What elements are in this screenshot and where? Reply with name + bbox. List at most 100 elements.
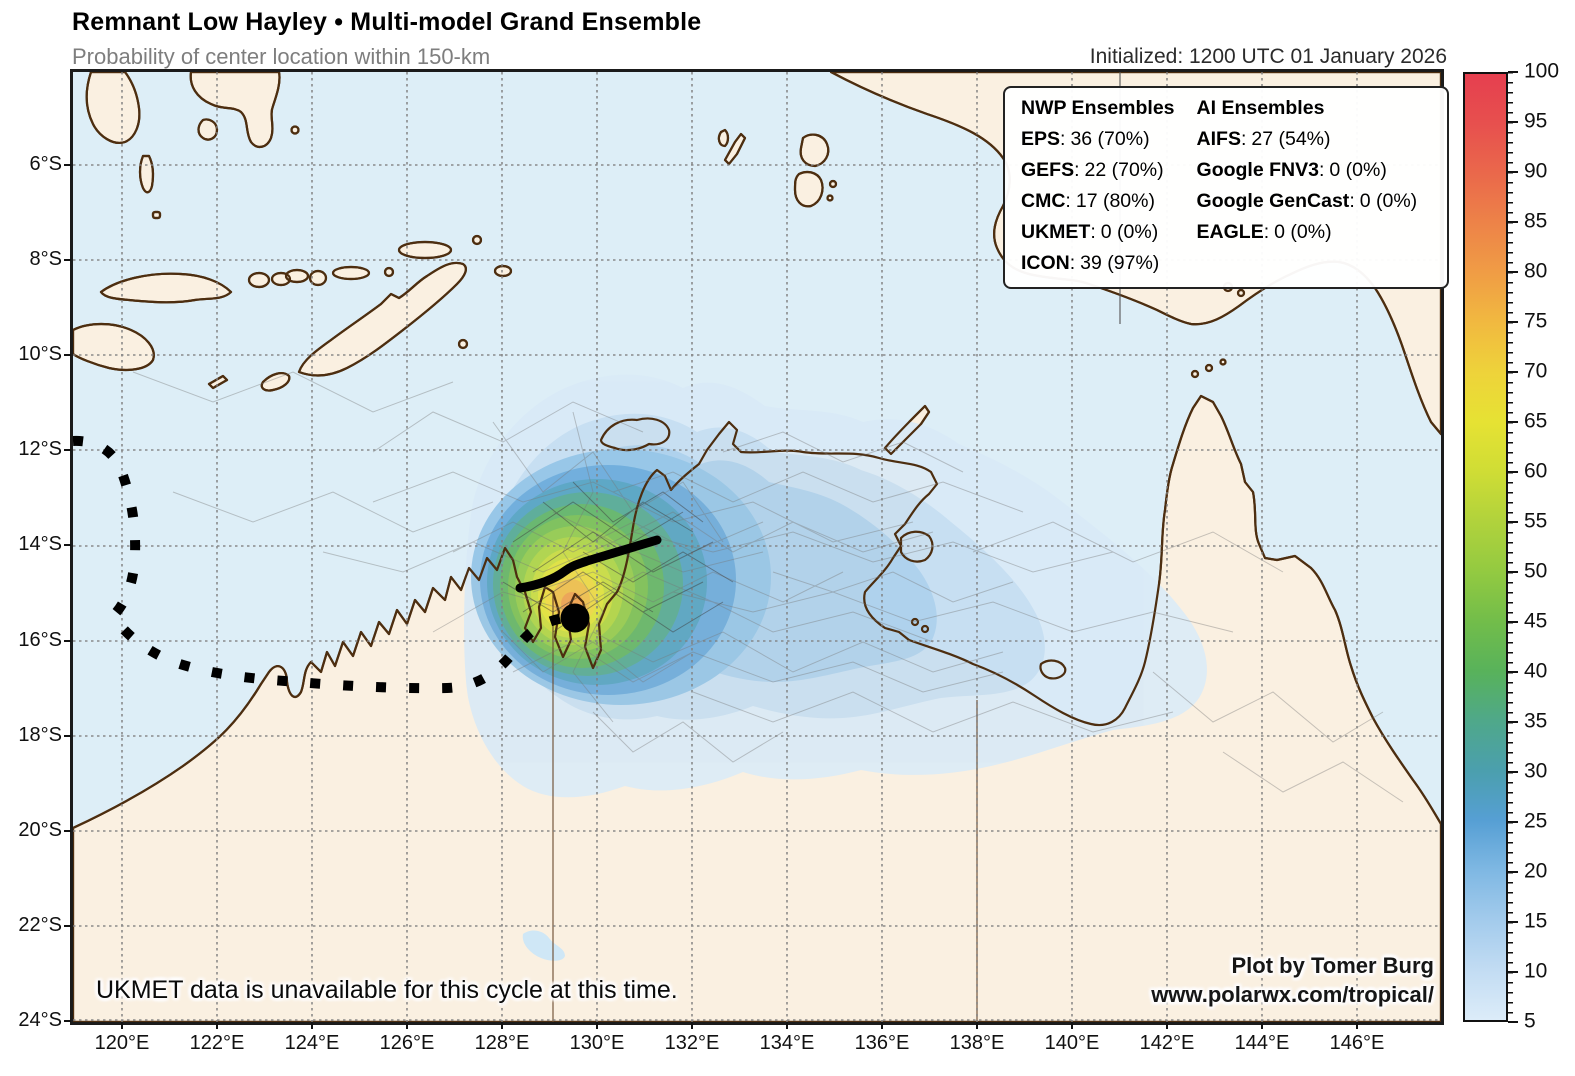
x-axis-tick-label: 144°E bbox=[1234, 1032, 1290, 1054]
map-svg bbox=[73, 72, 1441, 1022]
y-axis-tick-label: 8°S bbox=[29, 248, 62, 271]
colorbar-tick bbox=[1508, 521, 1518, 524]
y-axis-tick bbox=[64, 259, 71, 262]
colorbar-tick bbox=[1508, 471, 1518, 474]
y-axis-tick-label: 12°S bbox=[18, 438, 62, 461]
colorbar-tick bbox=[1508, 371, 1518, 374]
x-axis-tick-label: 122°E bbox=[189, 1032, 245, 1054]
x-axis-tick-label: 134°E bbox=[759, 1032, 815, 1054]
x-axis-tick-label: 124°E bbox=[284, 1032, 340, 1054]
probability-colorbar bbox=[1463, 72, 1508, 1022]
credit-url: www.polarwx.com/tropical/ bbox=[1151, 982, 1434, 1007]
y-axis-tick bbox=[64, 354, 71, 357]
ensemble-member-tracks bbox=[132, 371, 1404, 803]
colorbar-tick bbox=[1508, 271, 1518, 274]
colorbar-tick-label: 60 bbox=[1524, 459, 1548, 483]
page-title: Remnant Low Hayley • Multi-model Grand E… bbox=[72, 8, 702, 36]
legend-row: Google FNV3: 0 (0%) bbox=[1196, 159, 1387, 181]
y-axis-tick bbox=[64, 734, 71, 737]
initialization-time: Initialized: 1200 UTC 01 January 2026 bbox=[1089, 45, 1447, 68]
colorbar-tick-label: 55 bbox=[1524, 509, 1548, 533]
y-axis-tick bbox=[64, 449, 71, 452]
x-axis-tick bbox=[1071, 1022, 1073, 1029]
x-axis-tick-label: 126°E bbox=[379, 1032, 435, 1054]
x-axis-tick-label: 140°E bbox=[1044, 1032, 1100, 1054]
y-axis-tick-label: 6°S bbox=[29, 153, 62, 176]
colorbar-tick bbox=[1508, 821, 1518, 824]
colorbar-tick bbox=[1508, 1021, 1518, 1024]
current-position-marker bbox=[560, 603, 590, 633]
x-axis-tick bbox=[976, 1022, 978, 1029]
x-axis-tick-label: 142°E bbox=[1139, 1032, 1195, 1054]
y-axis-tick-label: 24°S bbox=[18, 1009, 62, 1032]
y-axis-tick-label: 22°S bbox=[18, 913, 62, 936]
x-axis-tick-label: 128°E bbox=[474, 1032, 530, 1054]
ukmet-unavailable-note: UKMET data is unavailable for this cycle… bbox=[96, 976, 678, 1004]
colorbar-tick-label: 5 bbox=[1524, 1009, 1536, 1033]
colorbar-tick-label: 50 bbox=[1524, 559, 1548, 583]
colorbar-tick-label: 90 bbox=[1524, 159, 1548, 183]
colorbar-tick bbox=[1508, 621, 1518, 624]
x-axis-tick bbox=[501, 1022, 503, 1029]
colorbar-tick-label: 30 bbox=[1524, 759, 1548, 783]
x-axis-tick-label: 130°E bbox=[569, 1032, 625, 1054]
legend-row: EPS: 36 (70%) bbox=[1021, 128, 1150, 150]
colorbar-tick bbox=[1508, 221, 1518, 224]
x-axis-tick-label: 136°E bbox=[854, 1032, 910, 1054]
recent-track-solid bbox=[515, 535, 662, 593]
x-axis-tick-label: 146°E bbox=[1329, 1032, 1385, 1054]
x-axis-tick bbox=[216, 1022, 218, 1029]
observed-track-dotted bbox=[73, 435, 572, 694]
colorbar-tick bbox=[1508, 421, 1518, 424]
x-axis-tick bbox=[691, 1022, 693, 1029]
colorbar-tick-label: 40 bbox=[1524, 659, 1548, 683]
x-axis-tick bbox=[786, 1022, 788, 1029]
nwp-heading: NWP Ensembles bbox=[1021, 97, 1175, 119]
y-axis-tick-label: 16°S bbox=[18, 628, 62, 651]
legend-row: ICON: 39 (97%) bbox=[1021, 252, 1160, 274]
colorbar-tick-label: 65 bbox=[1524, 409, 1548, 433]
legend-row: Google GenCast: 0 (0%) bbox=[1196, 190, 1418, 212]
colorbar-tick-label: 20 bbox=[1524, 859, 1548, 883]
y-axis-tick bbox=[64, 164, 71, 166]
x-axis-tick bbox=[121, 1022, 123, 1029]
colorbar-tick-label: 80 bbox=[1524, 259, 1548, 283]
x-axis-tick bbox=[1356, 1022, 1358, 1029]
colorbar-tick-label: 15 bbox=[1524, 909, 1548, 933]
y-axis-tick-label: 14°S bbox=[18, 533, 62, 556]
x-axis-tick-label: 132°E bbox=[664, 1032, 720, 1054]
colorbar-tick bbox=[1508, 321, 1518, 324]
colorbar-tick-label: 10 bbox=[1524, 959, 1548, 983]
colorbar-tick-label: 70 bbox=[1524, 359, 1548, 383]
y-axis-tick-label: 18°S bbox=[18, 723, 62, 746]
x-axis-tick bbox=[1261, 1022, 1263, 1029]
colorbar-tick bbox=[1508, 571, 1518, 574]
colorbar-tick bbox=[1508, 771, 1518, 774]
x-axis-tick bbox=[881, 1022, 883, 1029]
colorbar-tick-label: 85 bbox=[1524, 209, 1548, 233]
y-axis-tick-label: 10°S bbox=[18, 343, 62, 366]
lake-argyle bbox=[522, 930, 565, 961]
colorbar-tick-label: 95 bbox=[1524, 109, 1548, 133]
y-axis-tick bbox=[64, 639, 71, 642]
colorbar-tick bbox=[1508, 871, 1518, 874]
ai-ensembles-column: AI Ensembles AIFS: 27 (54%) Google FNV3: 0… bbox=[1197, 93, 1418, 279]
colorbar-tick-label: 25 bbox=[1524, 809, 1548, 833]
x-axis-tick bbox=[406, 1022, 408, 1029]
x-axis-tick-label: 138°E bbox=[949, 1032, 1005, 1054]
legend-row: GEFS: 22 (70%) bbox=[1021, 159, 1164, 181]
colorbar-tick-label: 100 bbox=[1524, 59, 1560, 83]
colorbar-tick bbox=[1508, 971, 1518, 974]
colorbar-minor-ticks bbox=[1508, 72, 1513, 1022]
colorbar-tick-label: 45 bbox=[1524, 609, 1548, 633]
x-axis-tick-label: 120°E bbox=[94, 1032, 150, 1054]
plot-credit: Plot by Tomer Burg www.polarwx.com/tropi… bbox=[1151, 951, 1434, 1009]
y-axis-tick bbox=[64, 924, 71, 927]
colorbar-tick-label: 35 bbox=[1524, 709, 1548, 733]
colorbar-tick bbox=[1508, 71, 1518, 74]
y-axis-tick bbox=[64, 1019, 71, 1022]
page-subtitle: Probability of center location within 15… bbox=[72, 44, 491, 69]
legend-row: UKMET: 0 (0%) bbox=[1021, 221, 1159, 243]
legend-row: EAGLE: 0 (0%) bbox=[1196, 221, 1332, 243]
nwp-ensembles-column: NWP Ensembles EPS: 36 (70%) GEFS: 22 (70%)… bbox=[1021, 93, 1175, 279]
